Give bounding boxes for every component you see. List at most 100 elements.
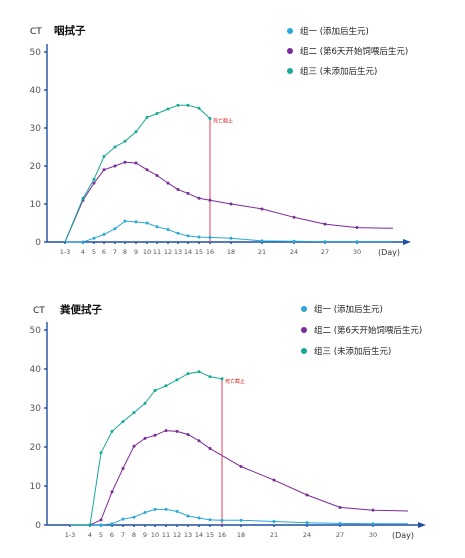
x-tick-label: 21 <box>258 248 266 256</box>
data-point <box>113 145 117 149</box>
x-tick-label: 15 <box>206 531 214 539</box>
data-point <box>175 378 179 382</box>
data-point <box>132 444 136 448</box>
x-tick-label: 8 <box>123 248 127 256</box>
legend-entry: 组三 (未添加后生元) <box>314 346 391 357</box>
data-point <box>121 420 125 424</box>
data-point <box>143 401 147 405</box>
data-point <box>355 226 359 230</box>
data-point <box>186 234 190 238</box>
data-point <box>164 384 168 388</box>
y-tick-label: 40 <box>30 365 42 375</box>
x-tick-label: 21 <box>270 531 278 539</box>
data-point <box>338 521 342 525</box>
data-point <box>166 227 170 231</box>
data-point <box>292 239 296 243</box>
x-axis-arrow <box>418 522 426 528</box>
data-point <box>355 240 359 244</box>
data-point <box>176 188 180 192</box>
data-point <box>143 511 147 515</box>
x-tick-label: 6 <box>110 531 114 539</box>
x-tick-label: 27 <box>321 248 329 256</box>
data-point <box>208 447 212 451</box>
y-axis-label: CT <box>30 27 42 37</box>
x-tick-label: 5 <box>92 248 96 256</box>
legend-entry: 组三 (未添加后生元) <box>300 66 377 77</box>
chart-legend: 组一 (添加后生元) 组二 (第6天开始饲喂后生元) 组三 (未添加后生元) <box>287 26 408 77</box>
data-point <box>305 493 309 497</box>
x-tick-label: 30 <box>369 531 377 539</box>
data-point <box>110 490 114 494</box>
chart-title: 咽拭子 <box>54 24 86 37</box>
data-point <box>239 518 243 522</box>
data-point <box>134 130 138 134</box>
data-point <box>92 177 96 181</box>
data-point <box>145 221 149 225</box>
data-point <box>102 155 106 158</box>
x-tick-label: 9 <box>134 248 138 256</box>
x-tick-label: 11 <box>162 531 170 539</box>
data-point <box>81 196 85 200</box>
y-tick-label: 50 <box>30 48 42 58</box>
data-point <box>176 231 180 235</box>
series-line-3 <box>64 104 211 243</box>
chart-title: 粪便拭子 <box>60 303 102 316</box>
data-point <box>102 168 106 172</box>
x-tick-label: 6 <box>102 248 106 256</box>
x-tick-label: 16 <box>206 248 214 256</box>
legend-marker <box>287 48 293 54</box>
x-tick-label: 4 <box>81 248 85 256</box>
data-point <box>110 522 114 526</box>
data-point <box>197 439 201 443</box>
y-tick-label: 10 <box>30 482 42 492</box>
data-point <box>88 523 92 527</box>
x-tick-label: 18 <box>227 248 235 256</box>
data-point <box>186 433 190 437</box>
data-point <box>260 207 264 211</box>
x-tick-label: 9 <box>143 531 147 539</box>
series-line-2 <box>64 161 394 243</box>
data-point <box>134 161 138 165</box>
data-point <box>166 107 170 111</box>
data-point <box>186 191 190 195</box>
x-tick-label: 1-3 <box>60 248 71 256</box>
data-point <box>208 117 212 120</box>
data-point <box>371 522 375 526</box>
y-tick-label: 10 <box>30 200 42 210</box>
data-point <box>260 239 264 243</box>
x-tick-label: 10 <box>151 531 159 539</box>
series-line-1 <box>65 220 393 243</box>
legend-marker <box>287 28 293 34</box>
data-point <box>132 515 136 519</box>
x-tick-label: 24 <box>303 531 311 539</box>
x-axis-unit: (Day) <box>378 248 400 257</box>
death-cutoff-label: 死亡截止 <box>213 118 233 125</box>
data-point <box>323 222 327 226</box>
data-point <box>220 377 224 381</box>
data-point <box>176 103 180 107</box>
x-tick-label: 7 <box>113 248 117 256</box>
legend-marker <box>287 68 293 74</box>
data-point <box>229 202 233 206</box>
data-point <box>123 139 127 143</box>
data-point <box>102 232 106 236</box>
legend-entry: 组一 (添加后生元) <box>314 304 383 315</box>
x-tick-label: 27 <box>336 531 344 539</box>
x-tick-label: 4 <box>88 531 92 539</box>
y-tick-label: 20 <box>30 162 42 172</box>
data-point <box>143 436 147 440</box>
series-line-1 <box>70 508 408 526</box>
death-cutoff-label: 死亡截止 <box>225 378 245 385</box>
x-tick-label: 5 <box>99 531 103 539</box>
legend-marker <box>301 327 307 333</box>
series-line-2 <box>70 430 409 526</box>
data-point <box>153 433 157 437</box>
x-tick-label: 10 <box>143 248 151 256</box>
data-point <box>292 215 296 219</box>
x-axis-unit: (Day) <box>392 531 414 540</box>
data-point <box>110 429 114 433</box>
legend-entry: 组一 (添加后生元) <box>300 26 369 37</box>
